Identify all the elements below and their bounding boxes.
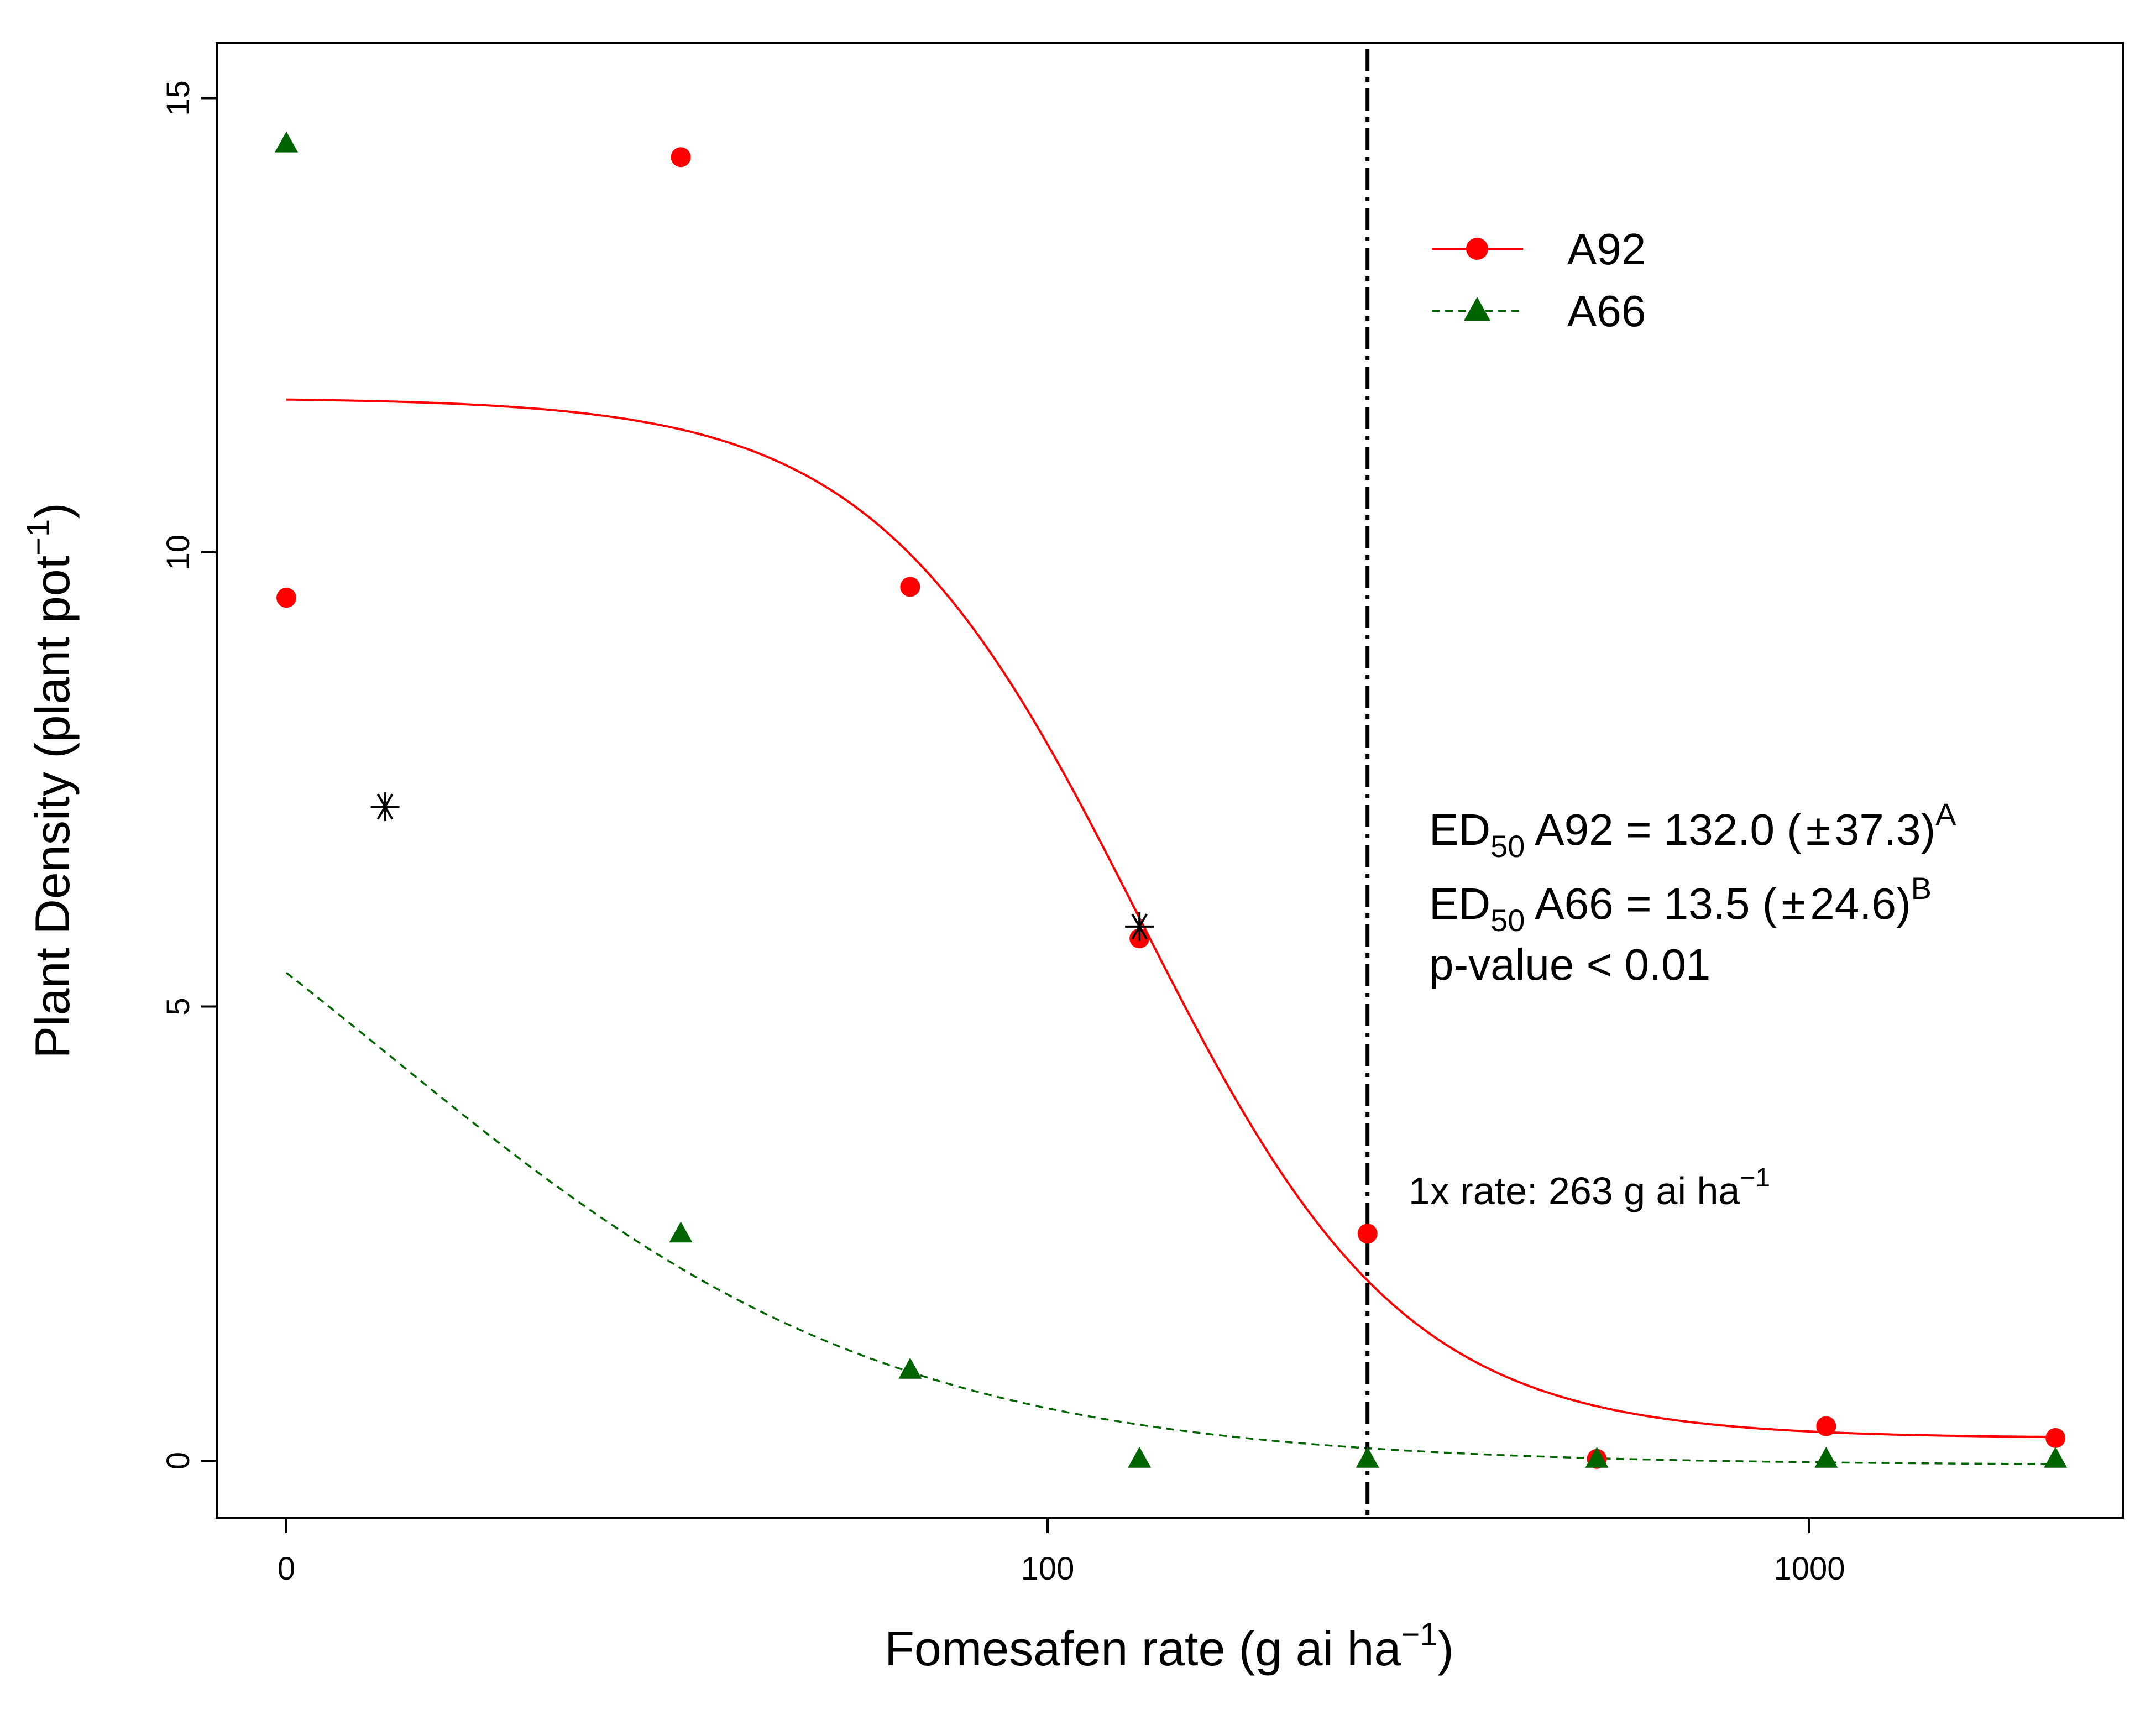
reference-line-label: 1x rate: 263 g ai ha−1 xyxy=(1409,1163,1770,1212)
ed50-marker xyxy=(370,792,400,822)
x-tick-label: 0 xyxy=(278,1551,295,1587)
x-tick-label: 1000 xyxy=(1773,1551,1845,1587)
x-axis-label: Fomesafen rate (g ai ha−1) xyxy=(885,1617,1454,1676)
point-a66 xyxy=(1585,1446,1609,1468)
plot-frame xyxy=(216,42,2124,1519)
y-tick-label: 15 xyxy=(160,80,196,116)
point-a66 xyxy=(898,1357,922,1379)
point-a92 xyxy=(1357,1224,1378,1244)
legend-marker-a92 xyxy=(1466,238,1488,260)
legend-label-a92: A92 xyxy=(1567,224,1646,274)
point-a92 xyxy=(671,147,691,168)
ed50-marker xyxy=(1125,912,1154,941)
point-a66 xyxy=(1356,1446,1379,1468)
annotation-ed50-a66: ED50 A66 = 13.5 (±24.6)B xyxy=(1429,871,1932,938)
point-a92 xyxy=(2045,1428,2066,1448)
legend: A92 A66 xyxy=(1432,224,1646,336)
point-a66 xyxy=(1814,1446,1838,1468)
fit-curve-a66 xyxy=(285,972,2055,1465)
legend-label-a66: A66 xyxy=(1567,286,1646,336)
point-a66 xyxy=(2044,1446,2068,1468)
fit-curve-a92 xyxy=(286,398,2056,1439)
point-a66 xyxy=(1128,1446,1152,1468)
data-points xyxy=(275,131,2068,1469)
y-tick-label: 10 xyxy=(160,535,196,571)
annotation-ed50-a92: ED50 A92 = 132.0 (±37.3)A xyxy=(1429,797,1956,864)
point-a92 xyxy=(276,588,296,608)
y-tick-label: 5 xyxy=(160,997,196,1015)
y-tick-label: 0 xyxy=(160,1452,196,1470)
x-tick-label: 100 xyxy=(1021,1551,1075,1587)
y-axis-label: Plant Density (plant pot−1) xyxy=(20,503,80,1058)
point-a92 xyxy=(900,577,920,597)
point-a66 xyxy=(669,1221,693,1243)
axes: 0 100 1000 0 5 10 15 xyxy=(160,80,1845,1587)
annotation-p-value: p-value < 0.01 xyxy=(1429,940,1710,989)
legend-marker-a66 xyxy=(1464,297,1490,321)
fit-curves xyxy=(285,398,2056,1465)
point-a92 xyxy=(1816,1416,1836,1436)
point-a66 xyxy=(275,131,298,153)
